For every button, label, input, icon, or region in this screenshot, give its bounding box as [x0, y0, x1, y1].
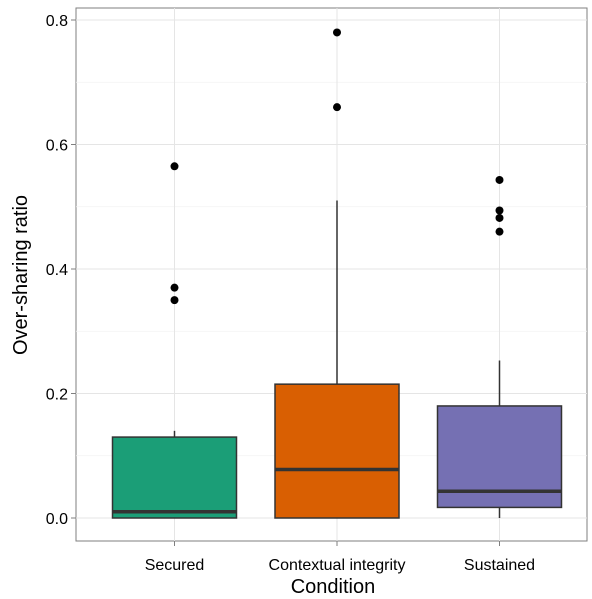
- y-axis-title: Over-sharing ratio: [10, 195, 32, 355]
- box: [274, 383, 400, 519]
- y-tick-label: 0.2: [46, 387, 68, 404]
- outlier-point: [495, 227, 504, 236]
- x-tick-label: Secured: [145, 557, 205, 574]
- y-tick-label: 0.8: [46, 13, 68, 30]
- y-tick-label: 0.4: [46, 262, 68, 279]
- outlier-point: [495, 175, 504, 184]
- x-axis: Secured Contextual integrity Sustained: [145, 541, 535, 574]
- box-group: [436, 175, 563, 518]
- box-group: [111, 162, 238, 519]
- x-tick-label: Sustained: [464, 557, 535, 574]
- box: [111, 436, 238, 519]
- outlier-point: [495, 206, 504, 215]
- outlier-point: [170, 296, 179, 305]
- outlier-point: [333, 28, 341, 37]
- outlier-point: [170, 283, 179, 292]
- x-axis-title: Condition: [291, 576, 376, 598]
- outlier-point: [170, 162, 179, 171]
- outlier-point: [333, 103, 341, 112]
- outlier-point: [495, 213, 504, 222]
- x-tick-label: Contextual integrity: [269, 557, 406, 574]
- box-group: [274, 28, 400, 519]
- y-tick-label: 0.6: [46, 138, 68, 155]
- y-axis: 0.0 0.2 0.4 0.6 0.8: [46, 13, 76, 528]
- y-tick-label: 0.0: [46, 511, 68, 528]
- boxes-layer: [111, 28, 563, 519]
